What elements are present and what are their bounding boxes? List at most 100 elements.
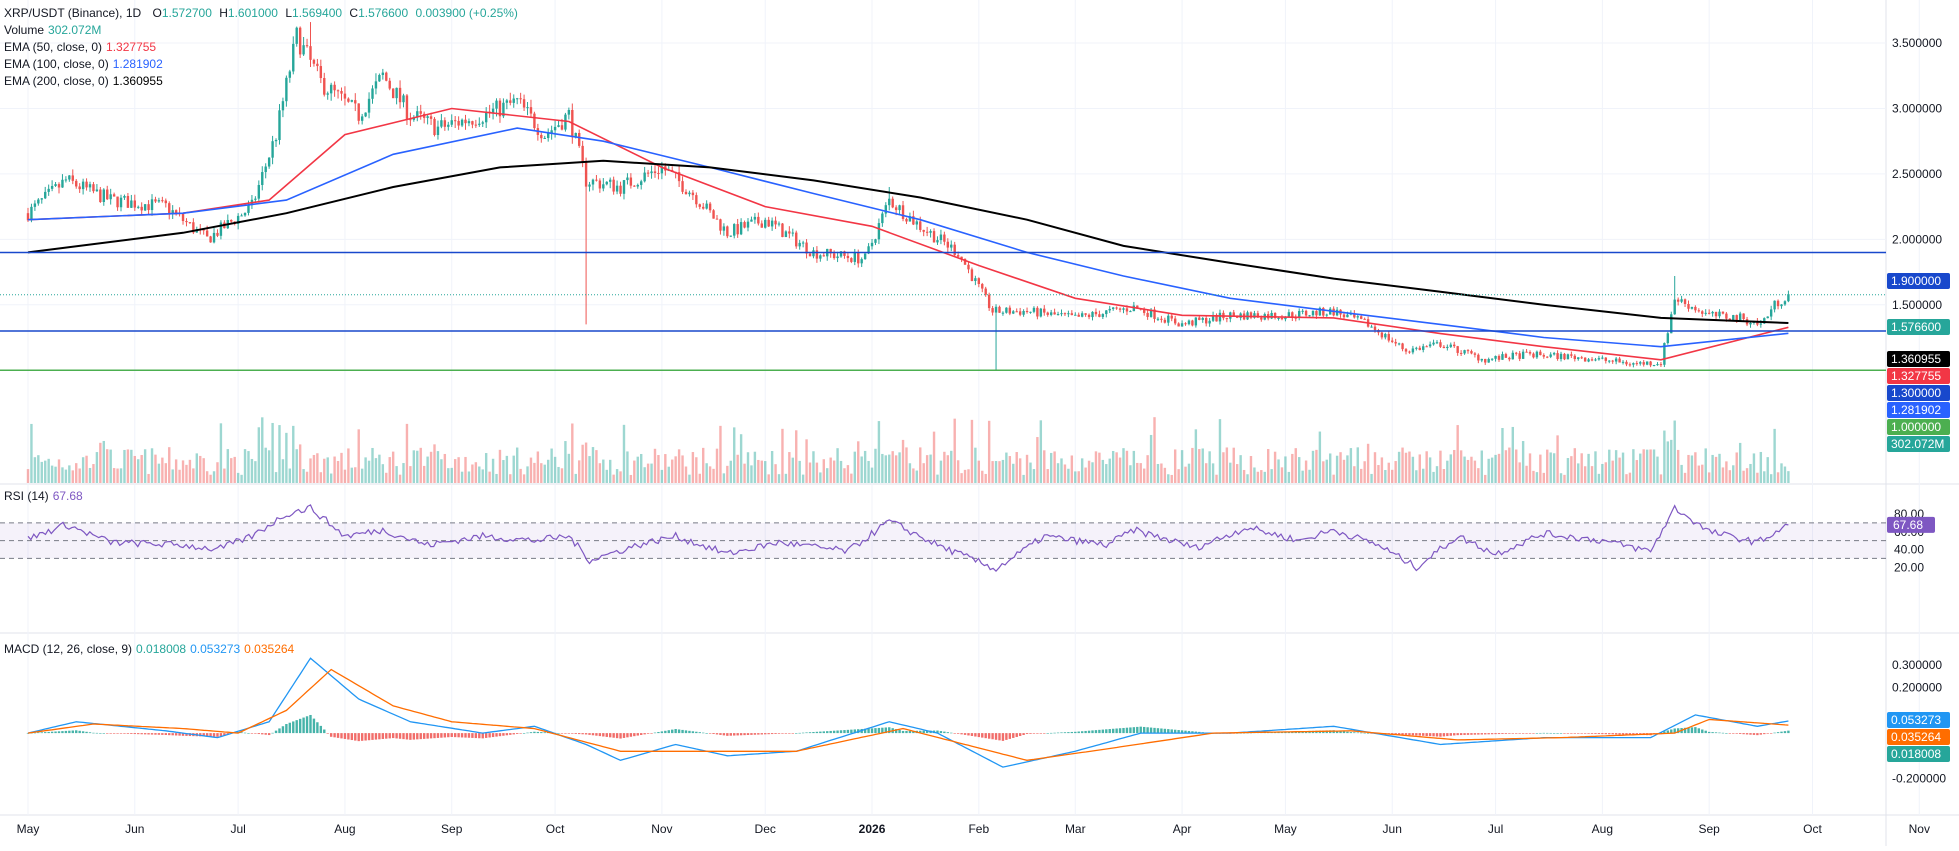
- macd-hist-bar: [1001, 733, 1005, 741]
- macd-hist-bar: [1463, 733, 1466, 735]
- macd-hist-bar: [750, 733, 753, 735]
- volume-bar: [1404, 452, 1408, 483]
- rsi-legend-value: 67.68: [52, 489, 83, 503]
- rsi-tick-label: 40.00: [1894, 543, 1924, 557]
- macd-hist-bar: [894, 729, 898, 734]
- macd-hist-bar: [226, 733, 230, 735]
- candle: [1435, 342, 1439, 344]
- candle: [1659, 364, 1663, 366]
- candle: [1480, 358, 1483, 361]
- candle: [1614, 358, 1618, 362]
- volume-bar: [357, 429, 360, 483]
- candle: [1215, 314, 1218, 322]
- macd-hist-bar: [746, 733, 750, 736]
- macd-hist-bar: [1732, 733, 1735, 734]
- volume-bar: [123, 449, 126, 483]
- ema100-legend[interactable]: EMA (100, close, 0) 1.281902: [4, 56, 163, 72]
- volume-bar: [515, 447, 519, 483]
- volume-bar: [1645, 449, 1649, 483]
- candle: [1397, 343, 1401, 345]
- macd-hist-bar: [1160, 728, 1163, 734]
- macd-hist-bar: [281, 726, 285, 734]
- macd-hist-bar: [708, 733, 712, 734]
- x-tick-label: Oct: [1803, 822, 1822, 836]
- macd-legend[interactable]: MACD (12, 26, close, 9) 0.018008 0.053273 0…: [4, 641, 294, 657]
- macd-hist-bar: [1180, 730, 1184, 734]
- price-label-box: [1887, 273, 1950, 289]
- volume-bar: [1769, 474, 1773, 483]
- volume-legend[interactable]: Volume 302.072M: [4, 22, 101, 38]
- candle: [1601, 357, 1604, 359]
- candle: [1273, 312, 1277, 319]
- macd-hist-bar: [1539, 732, 1542, 734]
- macd-hist-bar: [1077, 731, 1080, 734]
- volume-bar: [443, 453, 447, 483]
- macd-hist-bar: [1039, 733, 1043, 734]
- candle: [1566, 354, 1570, 360]
- macd-hist-bar: [1515, 733, 1518, 734]
- volume-bar: [1490, 457, 1494, 483]
- macd-hist-bar: [822, 731, 825, 734]
- macd-hist-bar: [757, 733, 760, 735]
- volume-bar: [1611, 460, 1614, 483]
- volume-bar: [1098, 452, 1101, 483]
- volume-bar: [1074, 471, 1077, 483]
- volume-bar: [1218, 419, 1222, 483]
- volume-bar: [1639, 453, 1642, 483]
- candle: [1198, 317, 1201, 320]
- macd-hist-bar: [1432, 733, 1435, 737]
- volume-bar: [1484, 474, 1487, 483]
- candle: [1577, 357, 1580, 360]
- candle: [1036, 307, 1039, 317]
- macd-hist-bar: [677, 729, 681, 734]
- macd-hist-bar: [729, 733, 732, 736]
- candle: [788, 231, 791, 234]
- macd-hist-bar: [388, 733, 391, 739]
- candle: [323, 78, 326, 95]
- macd-hist-bar: [1101, 729, 1105, 734]
- volume-bar: [1118, 457, 1122, 483]
- macd-hist-bar: [1776, 732, 1780, 734]
- macd-hist-bar: [664, 730, 667, 734]
- macd-hist-bar: [419, 733, 422, 740]
- volume-bar: [1663, 430, 1666, 483]
- volume-bar: [1366, 443, 1370, 483]
- volume-bar: [722, 473, 726, 483]
- rsi-legend[interactable]: RSI (14) 67.68: [4, 488, 83, 504]
- volume-bar: [88, 467, 92, 483]
- volume-bar: [68, 465, 71, 483]
- volume-bar: [960, 473, 963, 483]
- volume-bar: [309, 458, 312, 483]
- macd-value-box: [1887, 712, 1950, 728]
- macd-hist-bar: [1442, 733, 1446, 737]
- macd-hist-bar: [1080, 731, 1084, 734]
- ema200-legend[interactable]: EMA (200, close, 0) 1.360955: [4, 73, 163, 89]
- volume-bar: [1370, 473, 1373, 483]
- volume-bar: [295, 449, 298, 483]
- candle: [822, 255, 825, 257]
- volume-bar: [1597, 473, 1601, 483]
- macd-hist-bar: [1687, 727, 1690, 734]
- volume-bar: [1012, 463, 1015, 483]
- volume-bar: [154, 454, 157, 483]
- macd-hist-bar: [357, 733, 360, 742]
- macd-hist-bar: [450, 733, 453, 737]
- volume-bar: [1249, 456, 1253, 483]
- volume-bar: [1294, 448, 1297, 483]
- macd-hist-bar: [243, 732, 247, 734]
- candle: [240, 215, 243, 217]
- candle: [333, 84, 336, 91]
- volume-bar: [264, 447, 267, 483]
- candle: [64, 179, 68, 181]
- ema50-legend[interactable]: EMA (50, close, 0) 1.327755: [4, 39, 156, 55]
- macd-hist-bar: [298, 718, 302, 734]
- candle: [1732, 315, 1735, 321]
- volume-bar: [595, 450, 598, 483]
- candle: [1105, 310, 1108, 315]
- candle: [912, 216, 915, 225]
- macd-hist-bar: [1773, 732, 1776, 734]
- candle: [347, 98, 350, 102]
- macd-hist-bar: [405, 733, 409, 740]
